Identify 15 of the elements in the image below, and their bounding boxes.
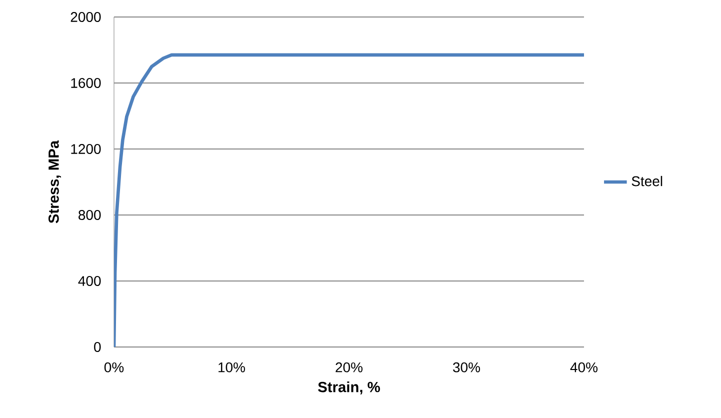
y-tick-label: 1200 xyxy=(71,144,101,154)
y-tick-label: 2000 xyxy=(70,12,101,22)
y-tick-label: 0 xyxy=(94,342,101,352)
x-axis-title: Strain, % xyxy=(318,381,380,394)
x-tick-label: 30% xyxy=(453,362,480,372)
legend-label: Steel xyxy=(632,176,662,186)
y-axis-title: Stress, MPa xyxy=(48,140,61,224)
y-tick-label: 800 xyxy=(78,210,101,220)
x-tick-label: 10% xyxy=(218,362,245,372)
y-tick-label: 400 xyxy=(78,276,101,286)
y-tick-label: 1600 xyxy=(71,78,101,88)
line-series xyxy=(114,53,584,347)
x-tick-label: 40% xyxy=(570,362,598,372)
x-tick-label: 0% xyxy=(104,362,124,372)
x-tick-label: 20% xyxy=(336,362,362,372)
